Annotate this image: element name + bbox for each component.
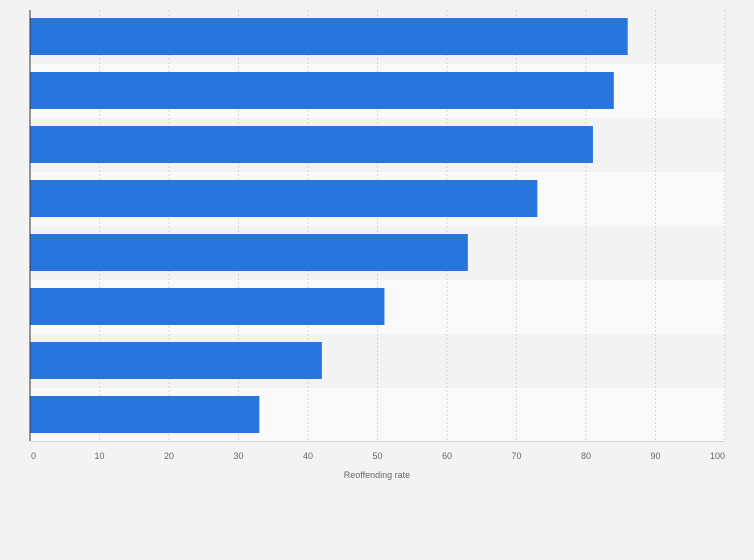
bar[interactable] (30, 234, 468, 271)
bar[interactable] (30, 396, 260, 433)
x-tick-label: 70 (511, 451, 521, 461)
x-axis-title: Reoffending rate (344, 470, 410, 480)
x-tick-label: 30 (233, 451, 243, 461)
x-tick-label: 0 (31, 451, 36, 461)
bar[interactable] (30, 72, 614, 109)
x-tick-label: 40 (303, 451, 313, 461)
x-tick-label: 80 (581, 451, 591, 461)
bar[interactable] (30, 288, 385, 325)
axes (29, 10, 725, 442)
x-tick-label: 10 (94, 451, 104, 461)
bar[interactable] (30, 180, 538, 217)
bar[interactable] (30, 18, 628, 55)
x-tick-label: 20 (164, 451, 174, 461)
bar[interactable] (30, 126, 593, 163)
x-tick-label: 100 (710, 451, 725, 461)
x-tick-label: 50 (372, 451, 382, 461)
x-tick-label: 60 (442, 451, 452, 461)
bars (30, 18, 628, 433)
x-tick-labels: 0 10 20 30 40 50 60 70 80 90 100 (31, 451, 725, 461)
bar[interactable] (30, 342, 322, 379)
x-tick-label: 90 (650, 451, 660, 461)
